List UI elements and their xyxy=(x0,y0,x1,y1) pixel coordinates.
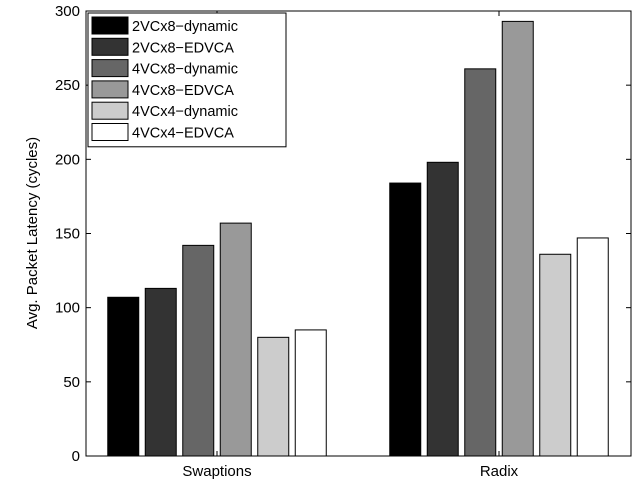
legend-swatch xyxy=(91,101,129,120)
legend-label: 4VCx4−dynamic xyxy=(132,104,238,120)
bar-swaptions-5 xyxy=(294,329,327,457)
x-axis: Swaptions Radix xyxy=(182,11,519,480)
x-tick-label: Swaptions xyxy=(182,463,251,480)
y-tick-label: 250 xyxy=(55,77,80,94)
bar-swaptions-2 xyxy=(182,244,215,457)
bar-swaptions-0 xyxy=(107,296,140,457)
bar-swaptions-1 xyxy=(144,287,177,457)
bars-group xyxy=(107,20,609,457)
legend-swatch xyxy=(91,16,129,35)
legend-swatch xyxy=(91,37,129,56)
legend-label: 2VCx8−EDVCA xyxy=(132,40,234,56)
bar-radix-2 xyxy=(464,68,497,457)
y-tick-label: 50 xyxy=(63,374,80,391)
bar-swaptions-4 xyxy=(257,336,290,457)
x-tick-label: Radix xyxy=(480,463,519,480)
y-tick-label: 100 xyxy=(55,300,80,317)
bar-radix-1 xyxy=(426,161,459,457)
bar-radix-3 xyxy=(501,20,534,457)
legend-swatch xyxy=(91,59,129,78)
y-tick-label: 300 xyxy=(55,3,80,20)
legend: 2VCx8−dynamic 2VCx8−EDVCA 4VCx8−dynamic 4VC… xyxy=(87,12,287,148)
legend-swatch xyxy=(91,80,129,99)
legend-label: 4VCx8−dynamic xyxy=(132,62,238,78)
bar-radix-5 xyxy=(576,237,609,457)
bar-radix-4 xyxy=(539,253,572,457)
y-tick-label: 200 xyxy=(55,151,80,168)
bar-swaptions-3 xyxy=(219,222,252,457)
legend-swatch xyxy=(91,123,129,141)
y-tick-label: 0 xyxy=(72,448,80,465)
bar-radix-0 xyxy=(389,182,422,457)
legend-label: 4VCx8−EDVCA xyxy=(132,83,234,99)
y-tick-label: 150 xyxy=(55,226,80,243)
legend-label: 2VCx8−dynamic xyxy=(132,19,238,35)
y-axis: 0 50 100 150 200 250 300 xyxy=(55,3,631,465)
y-axis-label: Avg. Packet Latency (cycles) xyxy=(24,137,41,329)
legend-label: 4VCx4−EDVCA xyxy=(132,126,234,142)
